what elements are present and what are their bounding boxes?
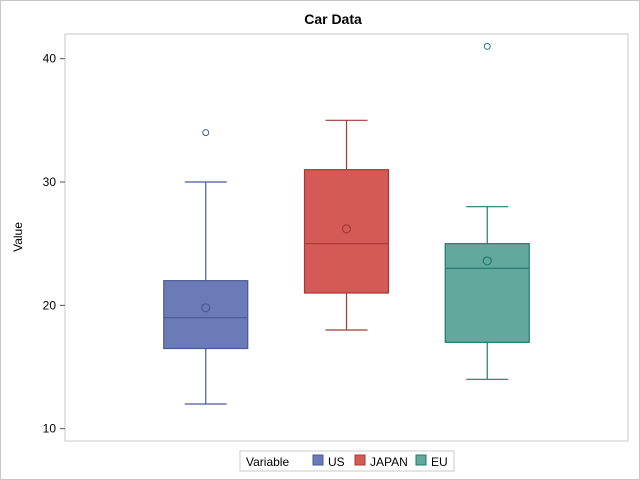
plot-area — [64, 33, 629, 442]
legend-label-eu: EU — [431, 455, 448, 469]
legend-label-us: US — [328, 455, 345, 469]
legend-title: Variable — [246, 455, 289, 469]
y-tick-label: 30 — [43, 175, 57, 189]
y-tick-label: 20 — [43, 298, 57, 312]
legend-swatch-eu — [415, 454, 427, 466]
outlier-point — [202, 129, 210, 137]
y-tick-label: 10 — [43, 422, 57, 436]
legend-swatch-japan — [354, 454, 366, 466]
box-iqr — [303, 169, 390, 294]
chart-title: Car Data — [304, 11, 362, 27]
box-eu — [444, 42, 530, 380]
y-tick-label: 40 — [43, 52, 57, 66]
box-iqr — [163, 280, 249, 350]
legend: Variable US JAPAN EU — [239, 450, 455, 472]
box-iqr — [444, 243, 530, 343]
outlier-point — [483, 42, 491, 50]
box-series-group — [163, 42, 530, 405]
box-us — [163, 129, 249, 405]
mean-marker — [341, 224, 352, 234]
y-axis-label: Value — [11, 222, 25, 252]
box-japan — [303, 119, 390, 331]
legend-entries: US JAPAN EU — [312, 454, 448, 469]
legend-frame — [239, 450, 455, 472]
legend-label-japan: JAPAN — [370, 455, 408, 469]
mean-marker — [482, 256, 492, 266]
legend-swatch-us — [312, 454, 324, 466]
y-axis: 10 20 30 40 — [43, 52, 65, 436]
mean-marker — [201, 303, 211, 313]
